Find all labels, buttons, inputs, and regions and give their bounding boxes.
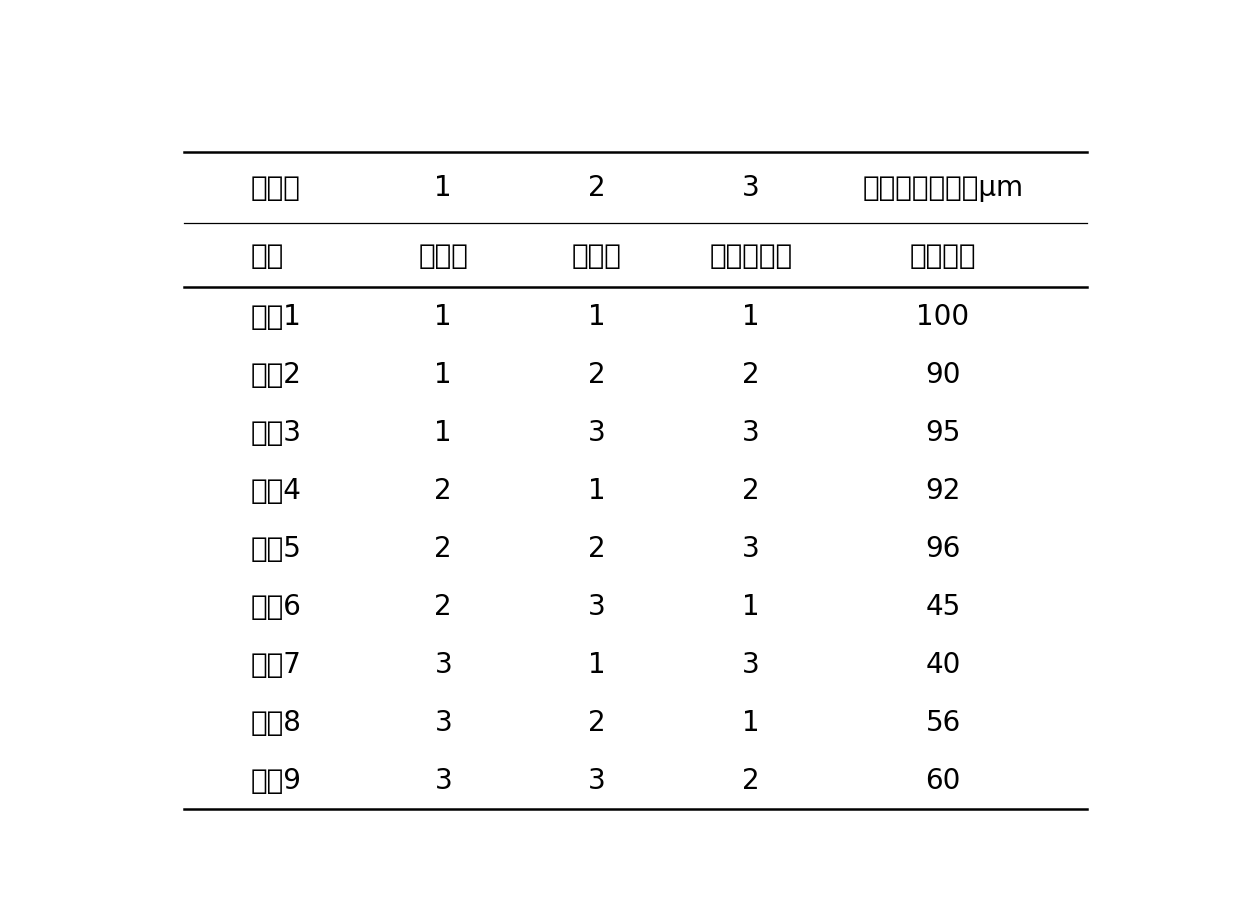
Text: 实验7: 实验7 (250, 651, 303, 678)
Text: 1: 1 (588, 302, 606, 330)
Text: 实验4: 实验4 (250, 476, 303, 505)
Text: 3: 3 (434, 766, 453, 794)
Text: 实验9: 实验9 (250, 766, 303, 794)
Text: 95: 95 (925, 418, 961, 447)
Text: 2: 2 (588, 360, 606, 388)
Text: 葡萄糖: 葡萄糖 (418, 242, 469, 269)
Text: 60: 60 (925, 766, 961, 794)
Text: 1: 1 (742, 593, 760, 620)
Text: 1: 1 (434, 418, 453, 447)
Text: 1: 1 (434, 360, 453, 388)
Text: 1: 1 (588, 476, 606, 505)
Text: 实验2: 实验2 (250, 360, 303, 388)
Text: 因素: 因素 (250, 242, 284, 269)
Text: 2: 2 (434, 593, 453, 620)
Text: 2: 2 (588, 174, 606, 202)
Text: 1: 1 (434, 174, 453, 202)
Text: 实验5: 实验5 (250, 534, 303, 562)
Text: 1: 1 (742, 709, 760, 736)
Text: 实验1: 实验1 (250, 302, 303, 330)
Text: 1: 1 (434, 302, 453, 330)
Text: 92: 92 (925, 476, 961, 505)
Text: 2: 2 (742, 476, 760, 505)
Text: 2: 2 (742, 766, 760, 794)
Text: 2: 2 (742, 360, 760, 388)
Text: 45: 45 (925, 593, 961, 620)
Text: 3: 3 (742, 651, 760, 678)
Text: 蛋白胨: 蛋白胨 (572, 242, 622, 269)
Text: 3: 3 (434, 651, 453, 678)
Text: 3: 3 (742, 418, 760, 447)
Text: 2: 2 (588, 709, 606, 736)
Text: 实验8: 实验8 (250, 709, 303, 736)
Text: 3: 3 (588, 593, 606, 620)
Text: 40: 40 (925, 651, 961, 678)
Text: 3: 3 (434, 709, 453, 736)
Text: 90: 90 (925, 360, 961, 388)
Text: 96: 96 (925, 534, 961, 562)
Text: 所在列: 所在列 (250, 174, 301, 202)
Text: 磷酸氢二铵: 磷酸氢二铵 (709, 242, 792, 269)
Text: 2: 2 (588, 534, 606, 562)
Text: 实验6: 实验6 (250, 593, 303, 620)
Text: 56: 56 (925, 709, 961, 736)
Text: 1: 1 (588, 651, 606, 678)
Text: 原油乳化粒径，μm: 原油乳化粒径，μm (863, 174, 1023, 202)
Text: 2: 2 (434, 476, 453, 505)
Text: 1: 1 (742, 302, 760, 330)
Text: 2: 2 (434, 534, 453, 562)
Text: 3: 3 (588, 766, 606, 794)
Text: 100: 100 (916, 302, 970, 330)
Text: 3: 3 (742, 174, 760, 202)
Text: 3: 3 (742, 534, 760, 562)
Text: 实验结果: 实验结果 (910, 242, 976, 269)
Text: 实验3: 实验3 (250, 418, 303, 447)
Text: 3: 3 (588, 418, 606, 447)
